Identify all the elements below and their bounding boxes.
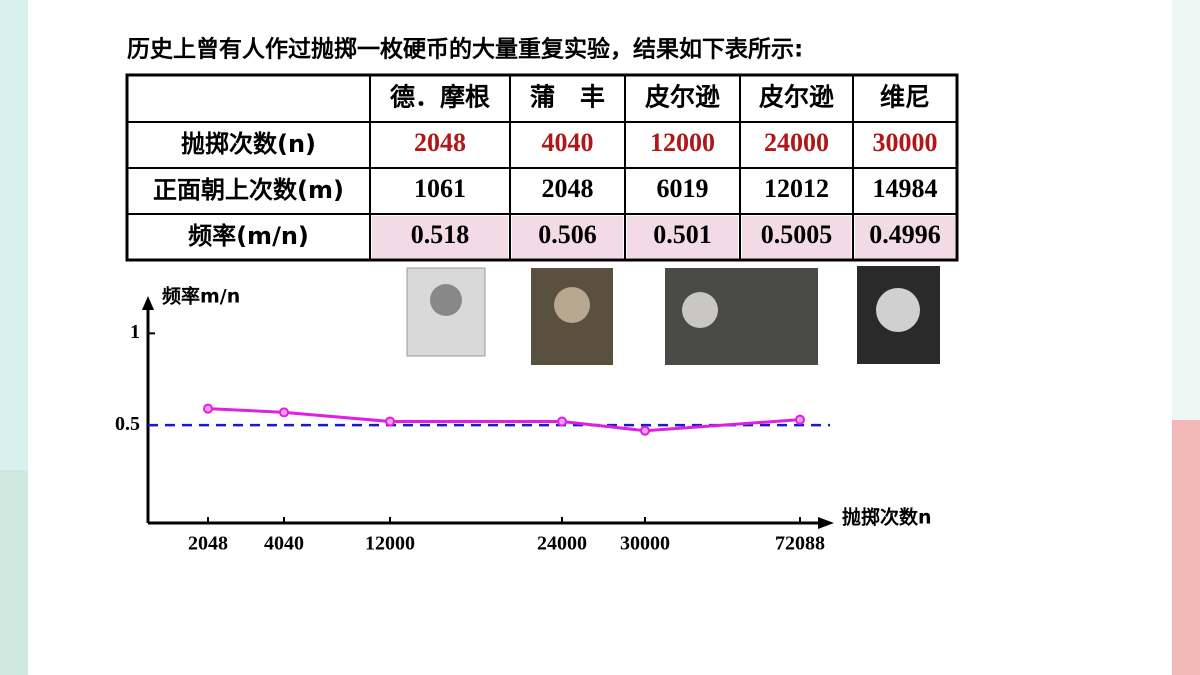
table-cell: 24000: [764, 128, 829, 157]
table-cell: 1061: [414, 174, 466, 203]
table-cell: 0.506: [538, 220, 597, 249]
data-point: [203, 403, 213, 414]
data-line: [207, 407, 801, 433]
data-point: [640, 425, 650, 436]
y-axis-arrow: [142, 296, 154, 310]
table-cell: 0.4996: [869, 220, 941, 249]
cell-fill: [512, 216, 623, 258]
data-point: [557, 416, 567, 427]
row-label: 正面朝上次数(m): [153, 176, 344, 204]
portraits: [406, 266, 940, 365]
table-cell: 0.501: [653, 220, 712, 249]
data-point: [385, 416, 395, 427]
table-cell: 0.5005: [761, 220, 833, 249]
x-tick-label: 72088: [775, 533, 825, 555]
portrait-face: [554, 287, 590, 323]
table-cell: 12012: [764, 174, 829, 203]
portrait-face: [430, 284, 462, 316]
right-decor: [1172, 0, 1200, 420]
portrait-face: [876, 288, 920, 332]
table-cell: 30000: [873, 128, 938, 157]
table-cell: 2048: [542, 174, 594, 203]
x-axis-arrow: [818, 517, 834, 529]
cell-fill: [855, 216, 955, 258]
x-tick-label: 12000: [365, 533, 415, 555]
table-cell: 14984: [873, 174, 938, 203]
table-header: 维尼: [880, 83, 930, 112]
data-point: [279, 407, 289, 418]
table-cell: 2048: [414, 128, 466, 157]
x-tick-label: 2048: [188, 533, 228, 555]
y-axis-label: 频率m/n: [162, 285, 240, 308]
cell-fill: [627, 216, 738, 258]
table-header: 蒲 丰: [530, 83, 605, 112]
cell-fill: [372, 216, 508, 258]
x-tick-label: 30000: [620, 533, 670, 555]
row-label: 抛掷次数(n): [181, 130, 316, 158]
heading: 历史上曾有人作过抛掷一枚硬币的大量重复实验，结果如下表所示:: [127, 36, 803, 63]
cell-fill: [742, 216, 851, 258]
right-decor-bottom: [1172, 420, 1200, 675]
x-tick-label: 4040: [264, 533, 304, 555]
y-tick-label: 1: [130, 321, 140, 343]
data-point: [795, 414, 805, 425]
row-label: 频率(m/n): [188, 222, 309, 250]
table-cell: 4040: [542, 128, 594, 157]
x-axis-label: 抛掷次数n: [842, 506, 932, 529]
table-cell: 12000: [650, 128, 715, 157]
table-header: 皮尔逊: [645, 83, 720, 112]
portrait-face: [682, 292, 718, 328]
left-decor-bottom: [0, 470, 28, 675]
table-header: 皮尔逊: [759, 83, 834, 112]
table-header: 德．摩根: [390, 83, 490, 112]
table-cell: 6019: [657, 174, 709, 203]
y-tick-label: 0.5: [115, 413, 140, 435]
x-tick-label: 24000: [537, 533, 587, 555]
table-cell: 0.518: [411, 220, 470, 249]
left-decor: [0, 0, 28, 470]
